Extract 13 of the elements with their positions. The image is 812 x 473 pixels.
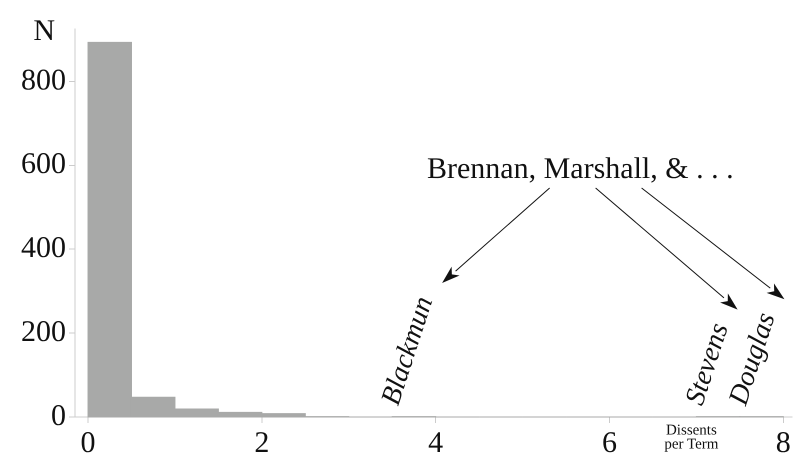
x-tick-label: 4 — [428, 426, 444, 459]
x-axis-title: Dissents per Term — [664, 422, 719, 452]
x-tick-label: 8 — [776, 426, 791, 459]
x-tick-label: 2 — [254, 426, 270, 459]
annotation: Brennan, Marshall, & . . . — [426, 152, 734, 185]
y-tick-label: 200 — [21, 314, 66, 348]
x-tick-label: 0 — [80, 426, 96, 459]
y-axis-title: N — [33, 14, 55, 47]
x-tick-label: 6 — [602, 426, 617, 459]
y-tick-label: 0 — [51, 398, 66, 432]
y-tick-label: 400 — [21, 231, 66, 264]
y-tick-label: 800 — [21, 63, 66, 96]
y-tick-label: 600 — [21, 147, 66, 180]
